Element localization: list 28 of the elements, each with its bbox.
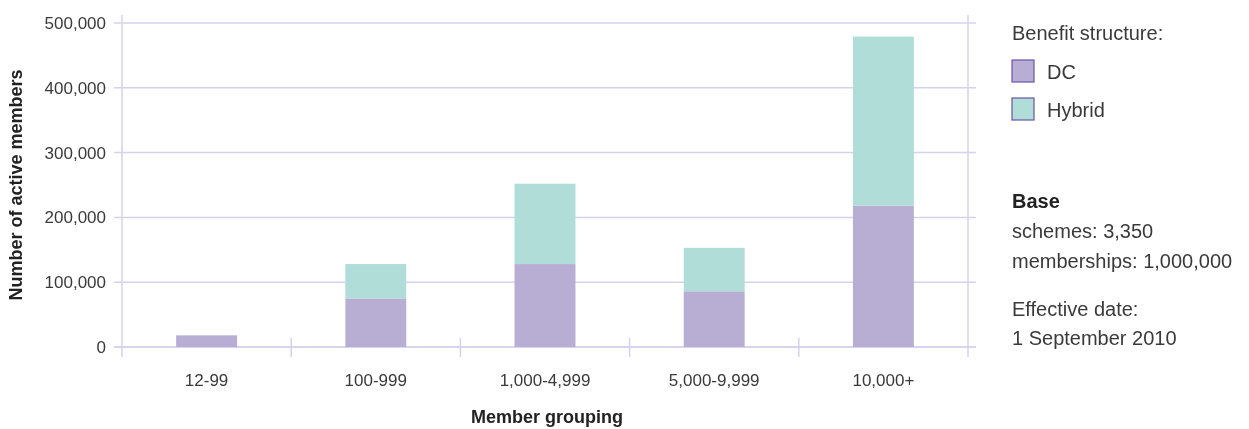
bar (345, 298, 407, 347)
y-tick-label: 200,000 (44, 208, 106, 228)
text: schemes: 3,350 memberships: 1,000,000 (1012, 220, 1233, 272)
bar (852, 205, 914, 347)
x-tick-label: 10,000+ (852, 371, 915, 390)
legend-title: Benefit structure: (1012, 22, 1164, 44)
bar (345, 264, 407, 299)
x-tick-label: 5,000-9,999 (668, 371, 760, 390)
bar (683, 291, 745, 347)
y-tick-label: 0 (96, 337, 106, 357)
y-axis-title: Number of active members (6, 69, 26, 301)
bar (514, 183, 576, 265)
x-axis-title: Member grouping (471, 407, 623, 427)
y-tick-label: 300,000 (44, 143, 106, 163)
y-tick-label: 500,000 (44, 13, 106, 33)
y-tick-label: 100,000 (44, 273, 106, 293)
bar (852, 36, 914, 206)
text: Base (1012, 190, 1060, 212)
text: Effective date: 1 September 2010 (1012, 297, 1177, 349)
x-tick-label: 1,000-4,999 (499, 371, 591, 390)
bar (176, 335, 238, 347)
legend-label: DC (1047, 61, 1076, 83)
bar (514, 264, 576, 347)
x-tick-label: 100-999 (344, 371, 407, 390)
legend-label: Hybrid (1047, 99, 1105, 121)
x-tick-label: 12-99 (184, 371, 229, 390)
y-tick-label: 400,000 (44, 78, 106, 98)
bar (683, 247, 745, 292)
